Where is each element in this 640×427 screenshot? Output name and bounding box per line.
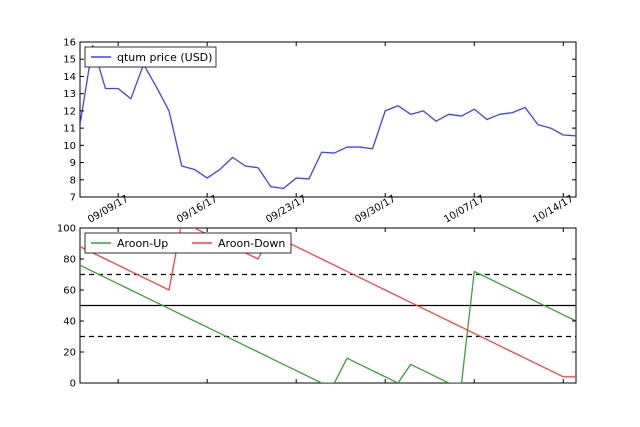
y-tick-label: 15: [63, 55, 76, 66]
y-tick-label: 20: [63, 348, 76, 359]
aroon-legend: Aroon-Up Aroon-Down: [84, 232, 292, 254]
y-tick-label: 100: [57, 224, 76, 235]
y-tick-label: 7: [70, 193, 76, 204]
price-legend-box: [84, 46, 217, 68]
y-tick-label: 40: [63, 317, 76, 328]
y-tick-label: 80: [63, 255, 76, 266]
aroon-panel: 0 20 40 60 80 100 Aroon-Up Aroon-Down: [57, 224, 577, 390]
y-tick-label: 11: [63, 124, 76, 135]
price-legend: qtum price (USD): [84, 46, 217, 68]
series-line-qtum-price-usd: [80, 44, 576, 190]
y-tick-label: 16: [63, 38, 76, 49]
legend-label-qtum: qtum price (USD): [117, 51, 212, 64]
y-tick-label: 14: [63, 72, 76, 83]
y-tick-label: 13: [63, 89, 76, 100]
series-line-aroon-up: [80, 264, 576, 383]
price-axes-frame: [79, 41, 577, 198]
legend-label-aroon-down: Aroon-Down: [218, 237, 285, 250]
legend-label-aroon-up: Aroon-Up: [117, 237, 168, 250]
y-tick-label: 12: [63, 106, 76, 117]
y-tick-label: 9: [70, 158, 76, 169]
y-tick-label: 0: [70, 379, 76, 390]
series-line-aroon-down: [80, 228, 576, 378]
aroon-legend-box: [84, 232, 292, 254]
y-tick-label: 8: [70, 175, 76, 186]
y-tick-label: 10: [63, 141, 76, 152]
y-tick-label: 60: [63, 286, 76, 297]
